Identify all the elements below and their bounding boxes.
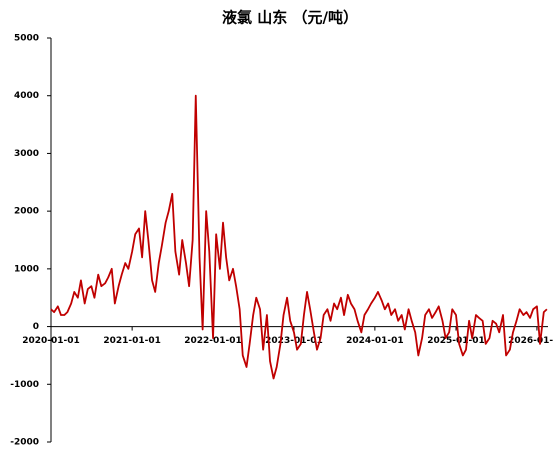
chart-title: 液氯 山东 （元/吨）	[222, 9, 358, 27]
x-tick-label: 2024-01-01	[346, 336, 404, 346]
y-tick-label: 3000	[14, 149, 39, 159]
y-tick-label: 0	[33, 322, 39, 332]
x-tick-label: 2021-01-01	[103, 336, 161, 346]
line-series	[50, 94, 548, 380]
y-tick-label: 1000	[14, 264, 39, 274]
y-tick-label: -2000	[10, 438, 39, 448]
x-tick-label: 2026-01-01	[508, 336, 553, 346]
x-tick-label: 2025-01-01	[427, 336, 485, 346]
y-tick-label: 4000	[14, 91, 39, 101]
x-tick-label: 2022-01-01	[184, 336, 242, 346]
y-tick-label: 2000	[14, 207, 39, 217]
y-tick-label: 5000	[14, 34, 39, 44]
x-tick-label: 2020-01-01	[22, 336, 80, 346]
x-tick-label: 2023-01-01	[265, 336, 323, 346]
y-tick-label: -1000	[10, 380, 39, 390]
